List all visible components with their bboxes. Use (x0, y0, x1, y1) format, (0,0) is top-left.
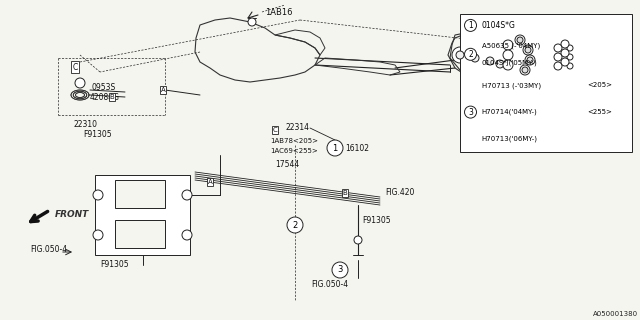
Circle shape (527, 57, 533, 63)
Circle shape (248, 18, 256, 26)
Text: H70713: H70713 (105, 183, 138, 192)
Text: 2: 2 (468, 50, 473, 59)
Circle shape (525, 55, 535, 65)
Circle shape (354, 236, 362, 244)
Text: C: C (273, 127, 277, 133)
Text: 1: 1 (332, 143, 338, 153)
Circle shape (93, 230, 103, 240)
Circle shape (503, 60, 513, 70)
Text: 0953S: 0953S (92, 83, 116, 92)
Text: 1AB78<205>: 1AB78<205> (270, 138, 318, 144)
Text: <205>: <205> (587, 83, 612, 89)
Text: FIG.420: FIG.420 (385, 188, 414, 196)
Text: H70714: H70714 (105, 220, 138, 229)
Text: B: B (342, 190, 348, 196)
Circle shape (567, 54, 573, 60)
Text: FIG.050-4: FIG.050-4 (30, 245, 67, 254)
Text: 42084G: 42084G (90, 93, 120, 102)
Text: F91305: F91305 (83, 130, 111, 139)
Text: C: C (72, 62, 77, 71)
Text: 22310: 22310 (73, 120, 97, 129)
Bar (115, 220, 165, 248)
Text: 1: 1 (468, 21, 473, 30)
Circle shape (456, 51, 464, 59)
Circle shape (503, 50, 513, 60)
Text: 0104S*J('05MY-): 0104S*J('05MY-) (481, 60, 537, 67)
Text: 16102: 16102 (345, 143, 369, 153)
Circle shape (561, 58, 569, 66)
Circle shape (471, 54, 479, 62)
Text: <255>: <255> (587, 109, 612, 115)
Circle shape (492, 56, 508, 72)
Circle shape (520, 65, 530, 75)
Bar (115, 180, 165, 208)
Circle shape (182, 190, 192, 200)
Circle shape (465, 20, 477, 31)
Circle shape (93, 190, 103, 200)
Text: 1AB16: 1AB16 (265, 8, 292, 17)
Circle shape (465, 106, 477, 118)
Circle shape (452, 47, 468, 63)
Circle shape (182, 230, 192, 240)
Text: 0104S*G: 0104S*G (481, 21, 515, 30)
Circle shape (327, 140, 343, 156)
Circle shape (332, 262, 348, 278)
Text: F91305: F91305 (100, 260, 129, 269)
Bar (460, 14, 632, 152)
Circle shape (567, 45, 573, 51)
Text: 1AC69<255>: 1AC69<255> (270, 148, 317, 154)
Circle shape (554, 62, 562, 70)
Circle shape (561, 49, 569, 57)
Text: 22314: 22314 (285, 123, 309, 132)
Circle shape (482, 53, 498, 69)
Circle shape (75, 78, 85, 88)
Circle shape (525, 47, 531, 53)
Text: 2: 2 (292, 220, 298, 229)
Circle shape (554, 53, 562, 61)
Text: FIG.050-4: FIG.050-4 (312, 280, 349, 289)
Circle shape (523, 45, 533, 55)
Circle shape (522, 67, 528, 73)
Circle shape (561, 40, 569, 48)
Circle shape (517, 37, 523, 43)
Bar (95, 175, 190, 255)
Circle shape (467, 50, 483, 66)
Circle shape (496, 60, 504, 68)
Circle shape (515, 35, 525, 45)
Text: 3: 3 (468, 108, 473, 116)
Text: H70714('04MY-): H70714('04MY-) (481, 109, 537, 115)
Circle shape (486, 57, 494, 65)
Text: H70713 (-'03MY): H70713 (-'03MY) (481, 82, 541, 89)
Text: 3: 3 (337, 266, 342, 275)
Circle shape (287, 217, 303, 233)
Text: FRONT: FRONT (55, 210, 89, 219)
Text: B: B (109, 94, 115, 100)
Circle shape (503, 40, 513, 50)
Text: H70713('06MY-): H70713('06MY-) (481, 135, 538, 142)
Text: F91305: F91305 (362, 215, 390, 225)
Text: A: A (161, 87, 165, 93)
Text: A050001380: A050001380 (593, 311, 638, 317)
Circle shape (465, 48, 477, 60)
Text: 17544: 17544 (275, 160, 300, 169)
Circle shape (567, 63, 573, 69)
Circle shape (554, 44, 562, 52)
Text: A: A (207, 179, 212, 185)
Text: A50635 (-'04MY): A50635 (-'04MY) (481, 42, 540, 49)
